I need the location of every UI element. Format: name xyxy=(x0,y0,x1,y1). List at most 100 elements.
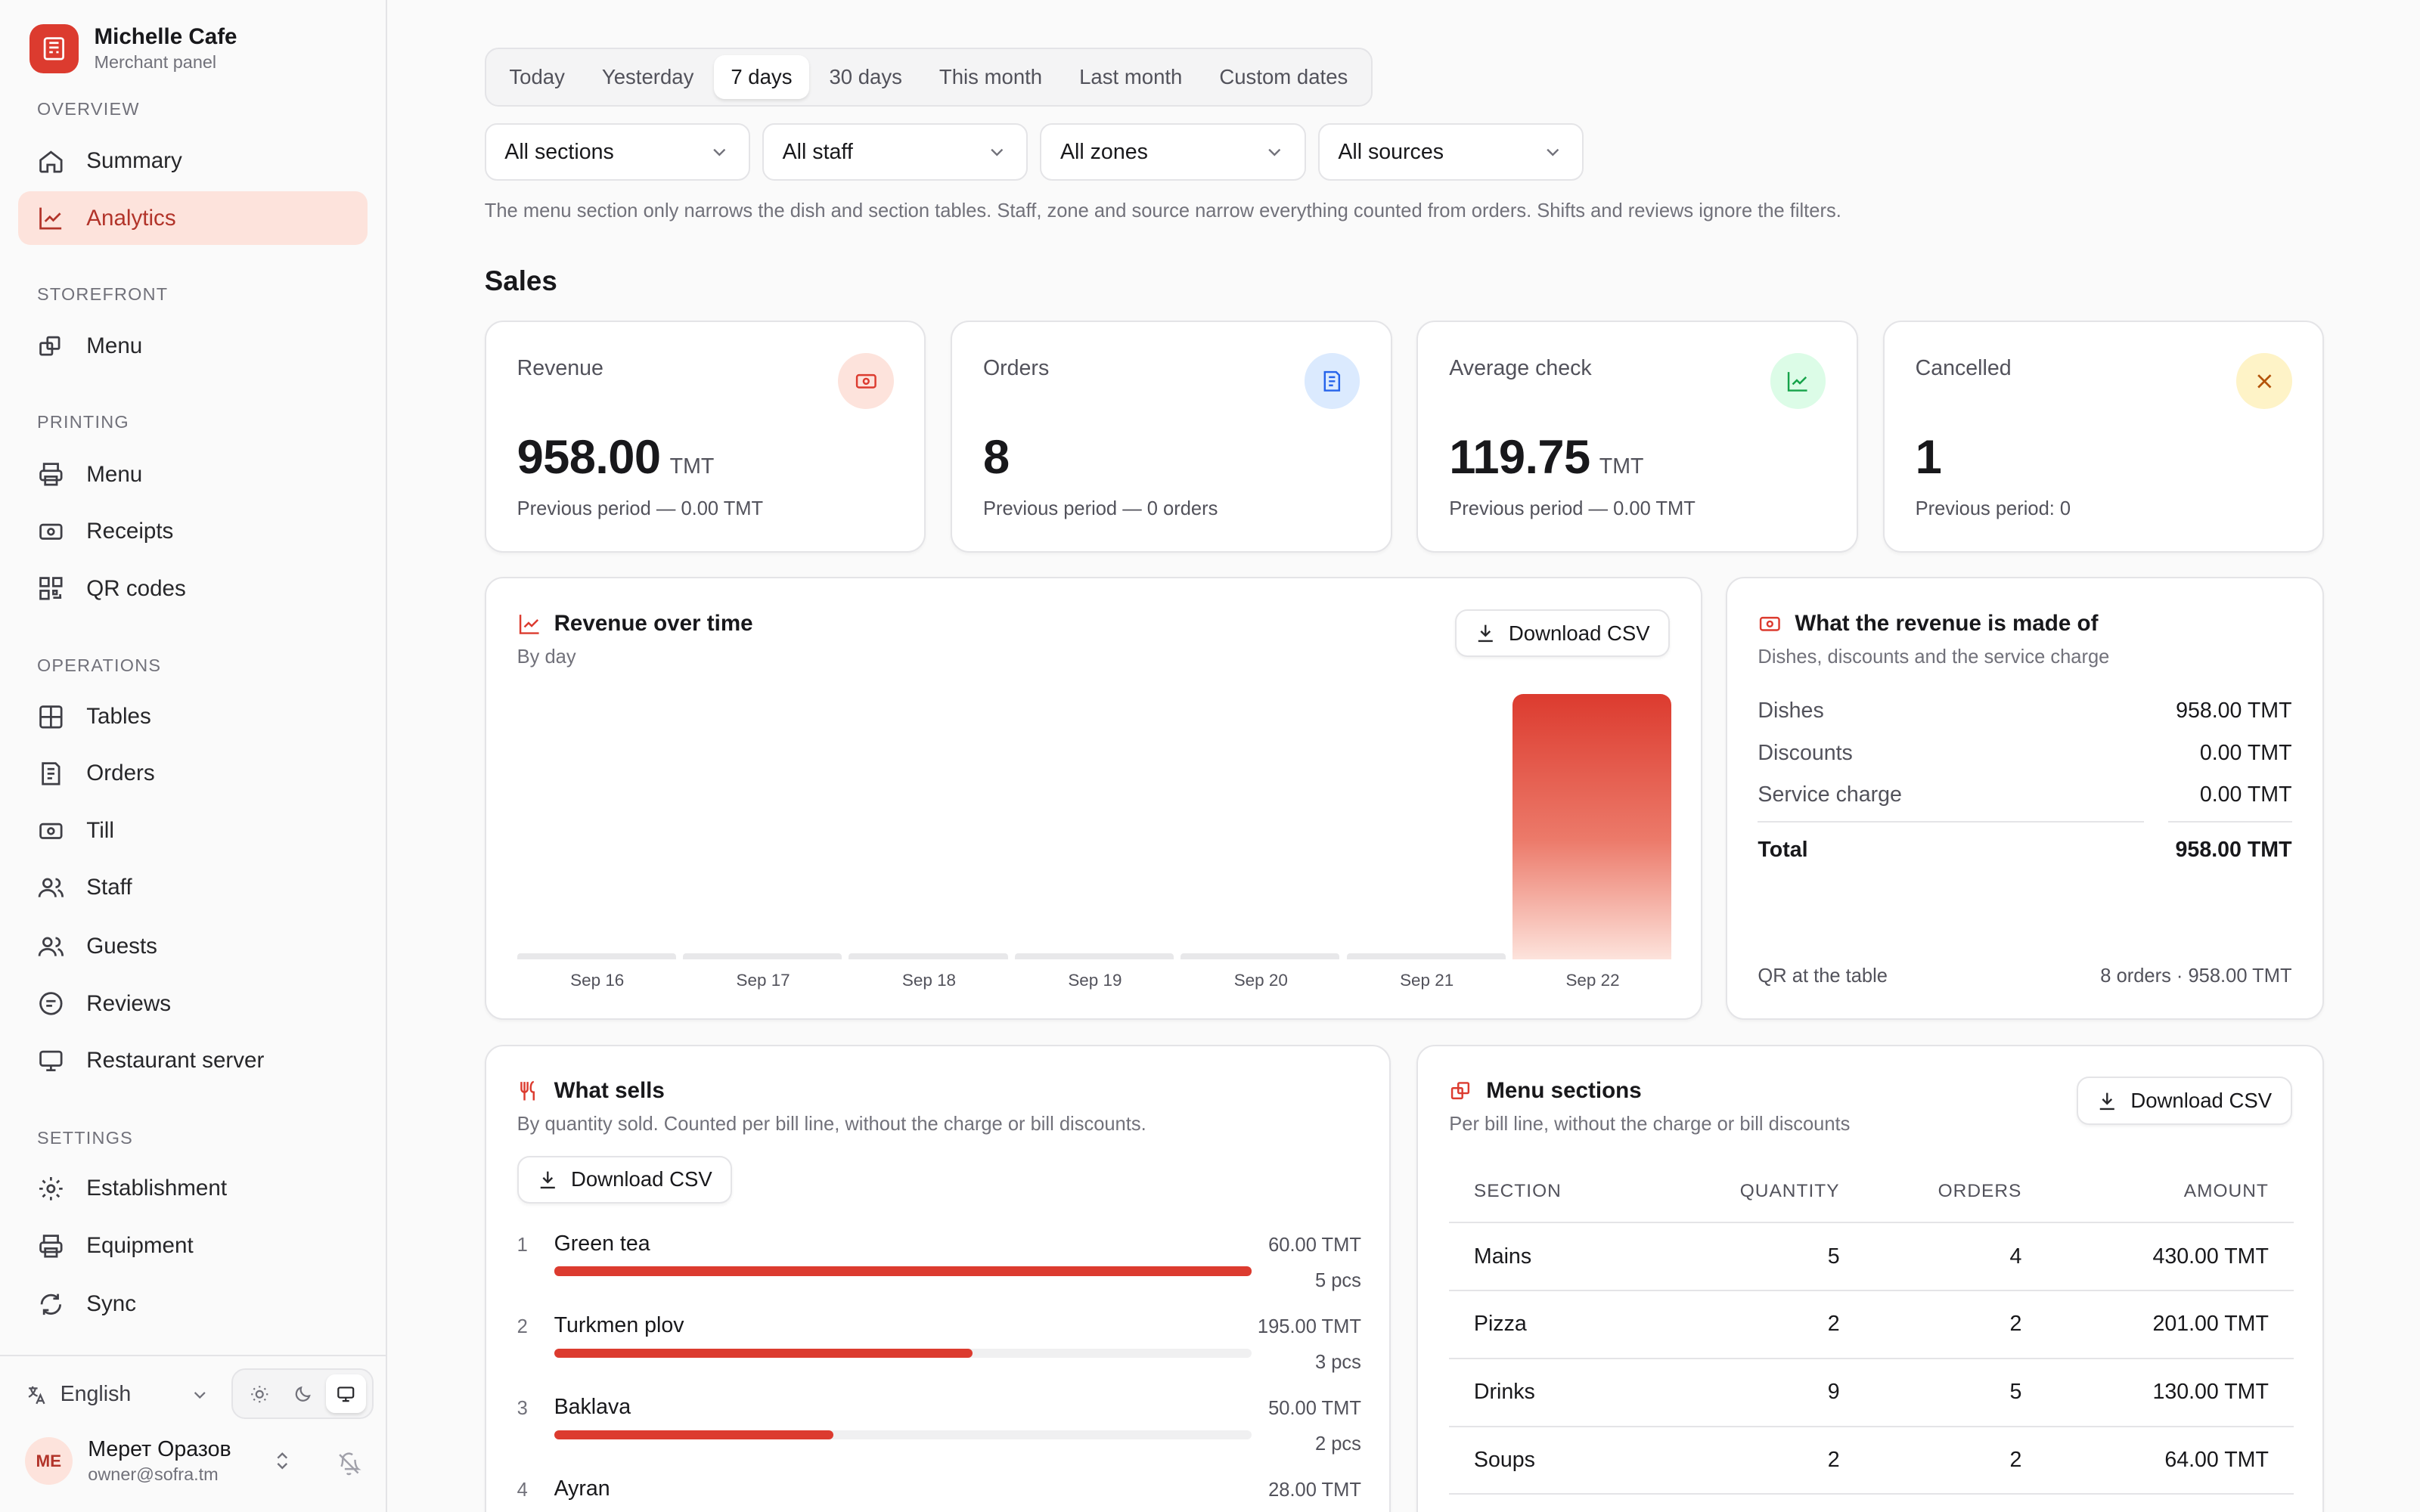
x-tick-label: Sep 21 xyxy=(1400,970,1454,990)
monitor-icon xyxy=(39,1050,63,1071)
sidebar-item-menu[interactable]: Menu xyxy=(18,319,367,373)
bar-sep-21[interactable] xyxy=(1346,953,1506,960)
sidebar-item-tables[interactable]: Tables xyxy=(18,689,367,743)
brand[interactable]: Michelle Cafe Merchant panel xyxy=(29,23,237,74)
kpi-value: 8 xyxy=(982,431,1010,485)
breakdown-value: 0.00 TMT xyxy=(2199,782,2292,807)
grid-icon xyxy=(39,705,63,729)
tab-yesterday[interactable]: Yesterday xyxy=(601,65,694,89)
source-filter-value: All sources xyxy=(1338,139,1444,164)
sidebar-item-equipment[interactable]: Equipment xyxy=(18,1219,367,1272)
item-amount: 60.00 TMT xyxy=(1268,1234,1361,1256)
item-name: Green tea xyxy=(554,1231,650,1256)
message-circle-icon xyxy=(39,992,63,1015)
tab-30-days[interactable]: 30 days xyxy=(829,65,902,89)
sidebar-item-label: QR codes xyxy=(86,575,186,601)
source-filter[interactable]: All sources xyxy=(1317,123,1584,181)
download-icon xyxy=(2100,1092,2115,1110)
sidebar-item-print-menu[interactable]: Menu xyxy=(18,448,367,501)
bell-off-icon[interactable] xyxy=(337,1452,361,1476)
column-header[interactable]: AMOUNT xyxy=(2183,1181,2269,1202)
chart-line-icon xyxy=(519,614,539,634)
user-name: Мерет Оразов xyxy=(88,1436,231,1461)
table-header: SECTION QUANTITY ORDERS AMOUNT xyxy=(1449,1162,2294,1224)
tab-custom-dates[interactable]: Custom dates xyxy=(1219,65,1348,89)
kpi-revenue: Revenue 958.00 TMT Previous period — 0.00… xyxy=(484,321,926,553)
x-tick-label: Sep 16 xyxy=(570,970,625,990)
breakdown-title: What the revenue is made of xyxy=(1795,611,2099,637)
theme-dark-button[interactable] xyxy=(282,1374,322,1413)
column-header[interactable]: ORDERS xyxy=(1938,1181,2022,1202)
cell-amount: 201.00 TMT xyxy=(2152,1312,2269,1337)
sidebar-item-sync[interactable]: Sync xyxy=(18,1278,367,1331)
chevron-down-icon xyxy=(194,1391,206,1399)
zone-filter[interactable]: All zones xyxy=(1040,123,1306,181)
download-csv-button[interactable]: Download CSV xyxy=(1454,609,1671,658)
language-select[interactable]: English xyxy=(25,1377,210,1411)
bar-sep-19[interactable] xyxy=(1014,953,1174,960)
download-csv-label: Download CSV xyxy=(570,1167,712,1191)
sidebar-item-guests[interactable]: Guests xyxy=(18,919,367,973)
sidebar-item-qr-codes[interactable]: QR codes xyxy=(18,562,367,615)
sidebar-item-staff[interactable]: Staff xyxy=(18,861,367,915)
printer-icon xyxy=(39,1234,63,1258)
kpi-unit: TMT xyxy=(669,454,715,479)
tab-last-month[interactable]: Last month xyxy=(1079,65,1183,89)
sidebar-item-label: Orders xyxy=(86,761,155,786)
item-rank: 3 xyxy=(517,1397,528,1419)
sidebar-item-establishment[interactable]: Establishment xyxy=(18,1162,367,1216)
tab-this-month[interactable]: This month xyxy=(939,65,1043,89)
x-tick-label: Sep 19 xyxy=(1068,970,1122,990)
cell-section: Mains xyxy=(1473,1244,1532,1269)
sidebar-item-summary[interactable]: Summary xyxy=(18,135,367,188)
sidebar-item-reviews[interactable]: Reviews xyxy=(18,977,367,1030)
bar-sep-22[interactable] xyxy=(1512,694,1672,960)
kpi-unit: TMT xyxy=(1599,454,1644,479)
store-icon xyxy=(29,23,79,73)
sidebar-item-label: Analytics xyxy=(86,205,176,231)
divider xyxy=(1758,820,2144,823)
sidebar-item-analytics[interactable]: Analytics xyxy=(18,191,368,246)
theme-system-button[interactable] xyxy=(325,1374,366,1414)
download-csv-button[interactable]: Download CSV xyxy=(2076,1077,2292,1125)
divider xyxy=(2168,820,2292,823)
column-header[interactable]: SECTION xyxy=(1473,1181,1562,1202)
sidebar-item-restaurant-server[interactable]: Restaurant server xyxy=(18,1033,367,1087)
list-item: 1 Green tea 60.00 TMT 5 pcs xyxy=(517,1231,1361,1312)
chevron-down-icon xyxy=(1547,148,1559,156)
tab-7-days[interactable]: 7 days xyxy=(713,55,809,99)
breakdown-label: Service charge xyxy=(1758,782,1902,807)
item-share-track xyxy=(554,1266,1252,1276)
sidebar-item-till[interactable]: Till xyxy=(18,804,367,857)
kpi-value: 119.75 xyxy=(1449,431,1590,485)
staff-filter[interactable]: All staff xyxy=(762,123,1028,181)
tab-today[interactable]: Today xyxy=(509,65,565,89)
kpi-previous: Previous period — 0.00 TMT xyxy=(1449,498,1696,520)
column-header[interactable]: QUANTITY xyxy=(1739,1181,1840,1202)
users-icon xyxy=(38,878,64,897)
chevron-down-icon xyxy=(713,148,726,156)
theme-light-button[interactable] xyxy=(239,1374,279,1413)
kpi-label: Cancelled xyxy=(1915,356,2012,381)
bar-sep-16[interactable] xyxy=(517,953,676,960)
banknote-icon xyxy=(1760,616,1781,631)
download-csv-button[interactable]: Download CSV xyxy=(517,1155,733,1204)
sidebar-item-receipts[interactable]: Receipts xyxy=(18,504,367,558)
sidebar-item-orders[interactable]: Orders xyxy=(18,747,367,801)
chart-title: Revenue over time xyxy=(554,611,753,637)
bar-sep-20[interactable] xyxy=(1181,953,1340,960)
cell-orders: 4 xyxy=(2009,1244,2022,1269)
bar-sep-18[interactable] xyxy=(849,953,1008,960)
user-menu[interactable]: ME Мерет Оразов owner@sofra.tm xyxy=(24,1436,293,1486)
monitor-icon xyxy=(337,1386,355,1402)
download-icon xyxy=(540,1171,555,1189)
chevron-down-icon xyxy=(1268,148,1281,156)
bar-sep-17[interactable] xyxy=(682,953,842,960)
item-share-fill xyxy=(554,1348,973,1358)
menu-sections-card: Menu sections Per bill line, without the… xyxy=(1416,1044,2325,1512)
item-share-track xyxy=(554,1430,1252,1439)
sidebar-item-label: Equipment xyxy=(86,1232,194,1258)
kpi-cancelled: Cancelled 1 Previous period: 0 xyxy=(1882,321,2325,553)
cell-quantity: 2 xyxy=(1827,1448,1840,1473)
section-filter[interactable]: All sections xyxy=(484,123,750,181)
